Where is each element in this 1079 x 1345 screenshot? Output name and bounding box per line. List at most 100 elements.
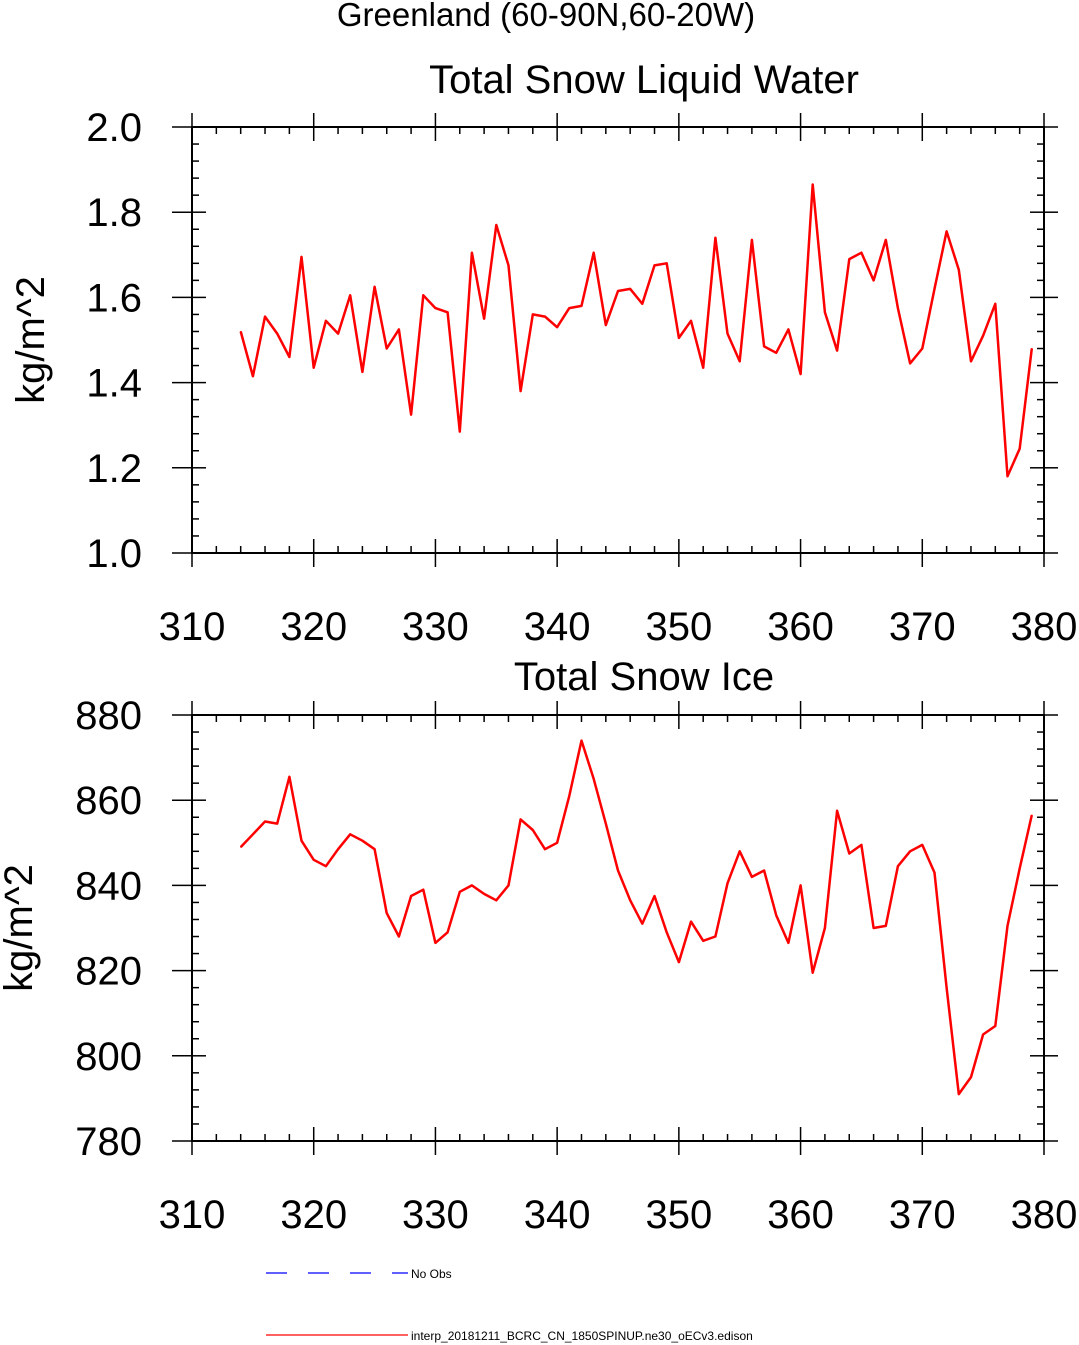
data-point (361, 371, 363, 373)
data-point (288, 356, 290, 358)
legend: No Obs interp_20181211_BCRC_CN_1850SPINUP… (266, 1267, 753, 1343)
data-point (580, 739, 583, 742)
chart-title: Total Snow Liquid Water (429, 58, 859, 102)
data-point (836, 810, 838, 812)
x-tick-label: 320 (280, 1193, 347, 1237)
y-tick-label: 780 (75, 1120, 142, 1164)
x-tick-label: 380 (1011, 605, 1078, 649)
data-point (556, 842, 558, 844)
data-point (605, 823, 607, 825)
data-point (812, 972, 814, 974)
y-tick-label: 1.6 (86, 276, 142, 320)
y-tick-label: 840 (75, 864, 142, 908)
data-point (726, 333, 729, 335)
legend-obs-label: No Obs (411, 1267, 452, 1281)
chart-panel-1: Total Snow Liquid Water kg/m^2 310 320 330 34… (9, 58, 1077, 649)
data-point (958, 269, 960, 271)
data-point (532, 829, 534, 831)
data-point (775, 914, 777, 916)
data-point (666, 931, 668, 933)
data-point (739, 360, 741, 362)
data-point (495, 224, 497, 226)
data-point (921, 844, 923, 846)
data-point (313, 859, 315, 861)
y-axis-label: kg/m^2 (0, 864, 41, 992)
x-tick-label: 370 (889, 1193, 956, 1237)
data-point (337, 333, 339, 335)
data-point (373, 286, 376, 288)
data-point (921, 347, 923, 350)
data-point (848, 852, 850, 855)
data-point (240, 330, 242, 333)
data-point (739, 850, 741, 852)
legend-model-label: interp_20181211_BCRC_CN_1850SPINUP.ne30_… (411, 1329, 753, 1343)
data-point (702, 367, 704, 369)
data-point (264, 315, 266, 318)
data-point (422, 294, 424, 296)
x-tick-label: 370 (889, 605, 956, 649)
data-point (958, 1093, 960, 1095)
data-point (434, 307, 437, 309)
x-tick-label: 340 (524, 605, 591, 649)
data-point (909, 850, 911, 852)
plot-frame (191, 714, 1045, 1142)
data-point (702, 940, 704, 942)
data-point (288, 776, 290, 778)
data-point (422, 889, 424, 891)
data-point (1031, 814, 1033, 816)
data-point (300, 256, 303, 258)
data-point (824, 927, 826, 929)
data-point (994, 1025, 996, 1027)
data-point (1019, 448, 1021, 450)
data-point (544, 848, 546, 850)
data-point (885, 239, 887, 241)
data-point (970, 360, 972, 362)
x-tick-label: 310 (159, 605, 226, 649)
data-point (897, 865, 899, 867)
data-point (617, 290, 619, 292)
data-point (520, 818, 522, 820)
data-point (434, 942, 437, 944)
data-point (471, 884, 473, 887)
data-point (812, 183, 814, 186)
data-point (994, 303, 996, 305)
data-point (982, 335, 984, 337)
y-tick-label: 880 (75, 694, 142, 738)
data-point (653, 895, 656, 897)
data-point (933, 872, 936, 874)
x-tick-label: 380 (1011, 1193, 1078, 1237)
data-point (556, 326, 558, 328)
plot-frame (191, 126, 1045, 554)
data-point (410, 413, 412, 416)
data-point (678, 337, 680, 339)
x-tick-label: 360 (767, 1193, 834, 1237)
data-point (714, 935, 716, 938)
chart-panel-2: Total Snow Ice kg/m^2 310 320 330 340 350 360 37… (0, 655, 1077, 1237)
data-point (349, 294, 351, 296)
data-point (240, 846, 242, 848)
y-tick-label: 860 (75, 779, 142, 823)
data-point (933, 288, 936, 290)
data-point (398, 328, 400, 330)
data-point (690, 320, 692, 322)
data-point (373, 848, 376, 850)
data-point (410, 895, 412, 897)
data-point (751, 239, 753, 241)
x-tick-label: 360 (767, 605, 834, 649)
data-point (824, 311, 826, 313)
data-point (349, 833, 351, 835)
chart-title: Total Snow Ice (514, 655, 774, 699)
data-point (593, 252, 595, 254)
data-point (593, 778, 595, 780)
data-point (386, 912, 388, 914)
data-point (276, 823, 278, 825)
data-point (532, 313, 534, 316)
data-point (325, 320, 327, 322)
data-point (629, 288, 631, 290)
data-point (544, 315, 546, 318)
data-point (799, 373, 802, 375)
data-point (386, 347, 388, 350)
data-point (605, 324, 607, 326)
data-point (653, 264, 656, 267)
